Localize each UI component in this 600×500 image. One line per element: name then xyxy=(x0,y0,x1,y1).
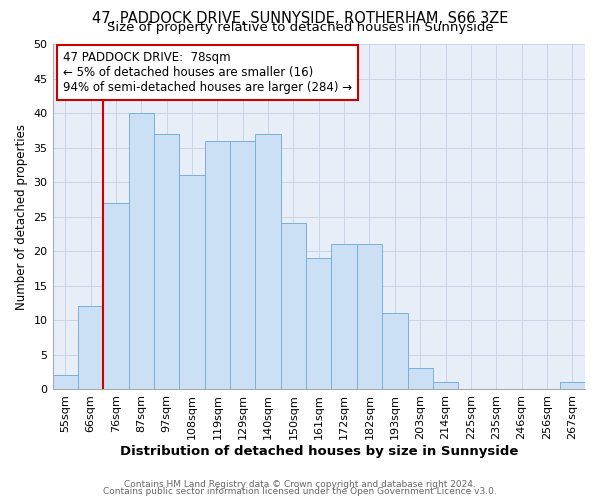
Text: Size of property relative to detached houses in Sunnyside: Size of property relative to detached ho… xyxy=(107,21,493,34)
Text: Contains HM Land Registry data © Crown copyright and database right 2024.: Contains HM Land Registry data © Crown c… xyxy=(124,480,476,489)
Bar xyxy=(128,113,154,389)
Bar xyxy=(78,306,103,389)
Bar xyxy=(306,258,331,389)
X-axis label: Distribution of detached houses by size in Sunnyside: Distribution of detached houses by size … xyxy=(119,444,518,458)
Bar xyxy=(205,140,230,389)
Y-axis label: Number of detached properties: Number of detached properties xyxy=(15,124,28,310)
Bar xyxy=(331,244,357,389)
Bar xyxy=(256,134,281,389)
Bar xyxy=(179,175,205,389)
Bar xyxy=(382,313,407,389)
Bar xyxy=(560,382,585,389)
Bar xyxy=(407,368,433,389)
Bar xyxy=(357,244,382,389)
Bar xyxy=(281,224,306,389)
Bar xyxy=(154,134,179,389)
Bar xyxy=(433,382,458,389)
Text: Contains public sector information licensed under the Open Government Licence v3: Contains public sector information licen… xyxy=(103,487,497,496)
Bar xyxy=(53,376,78,389)
Bar xyxy=(103,202,128,389)
Text: 47 PADDOCK DRIVE:  78sqm
← 5% of detached houses are smaller (16)
94% of semi-de: 47 PADDOCK DRIVE: 78sqm ← 5% of detached… xyxy=(63,51,352,94)
Text: 47, PADDOCK DRIVE, SUNNYSIDE, ROTHERHAM, S66 3ZE: 47, PADDOCK DRIVE, SUNNYSIDE, ROTHERHAM,… xyxy=(92,11,508,26)
Bar xyxy=(230,140,256,389)
